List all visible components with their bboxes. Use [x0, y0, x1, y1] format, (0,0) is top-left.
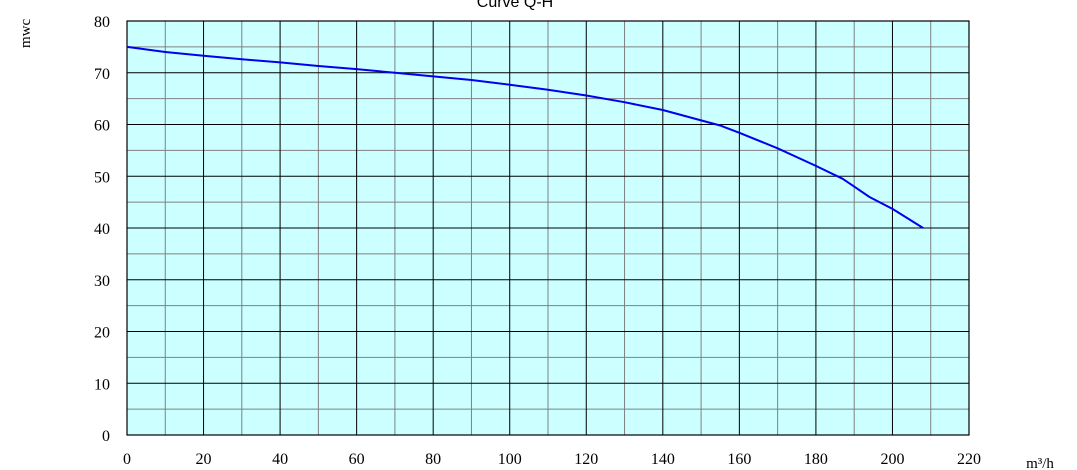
y-tick-label: 0 — [102, 428, 110, 445]
x-tick-label: 120 — [574, 451, 598, 468]
x-tick-label: 40 — [272, 451, 288, 468]
y-tick-label: 80 — [94, 14, 110, 31]
x-tick-label: 100 — [498, 451, 522, 468]
series-layer — [126, 45, 924, 229]
x-axis-label: m³/h — [1026, 456, 1054, 470]
x-tick-label: 180 — [804, 451, 828, 468]
plot-border — [126, 20, 970, 436]
major-grid — [127, 21, 969, 435]
x-tick-labels: 0 20 40 60 80 100 120 140 160 180 200 220 — [123, 451, 981, 468]
y-tick-label: 50 — [94, 169, 110, 186]
chart-title: Curve Q-H — [477, 0, 553, 11]
x-tick-label: 0 — [123, 451, 131, 468]
y-tick-label: 70 — [94, 66, 110, 83]
y-tick-label: 40 — [94, 221, 110, 238]
x-tick-label: 160 — [727, 451, 751, 468]
y-tick-label: 30 — [94, 273, 110, 290]
x-tick-label: 60 — [349, 451, 365, 468]
x-tick-label: 140 — [651, 451, 675, 468]
y-tick-label: 10 — [94, 376, 110, 393]
y-axis-label: mwc — [18, 19, 34, 49]
y-tick-labels: 0 10 20 30 40 50 60 70 80 — [94, 14, 110, 445]
x-tick-label: 200 — [880, 451, 904, 468]
y-tick-label: 20 — [94, 325, 110, 342]
y-tick-label: 60 — [94, 118, 110, 135]
series-line-q-h — [126, 45, 924, 229]
x-tick-label: 80 — [425, 451, 441, 468]
x-tick-label: 220 — [957, 451, 981, 468]
x-tick-label: 20 — [196, 451, 212, 468]
